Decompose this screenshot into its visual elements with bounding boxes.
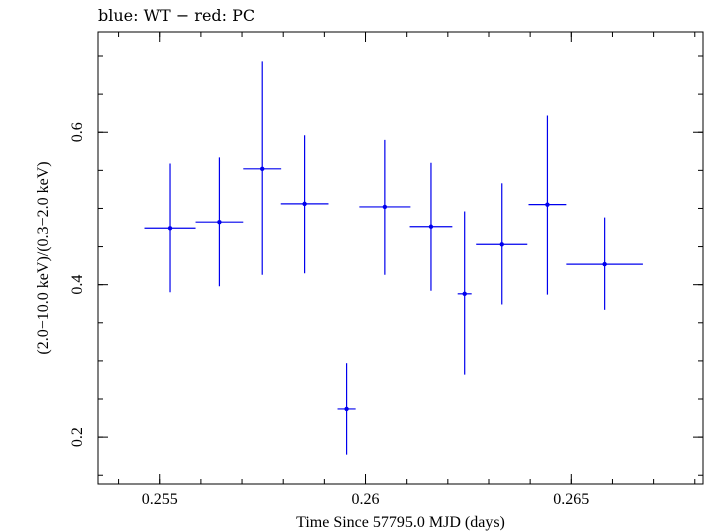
x-axis-label: Time Since 57795.0 MJD (days): [296, 514, 505, 531]
chart-title: blue: WT − red: PC: [98, 6, 256, 25]
data-point: [476, 183, 528, 305]
y-axis-label: (2.0−10.0 keV)/(0.3−2.0 keV): [35, 161, 52, 354]
plot-frame: [97, 31, 704, 485]
data-marker: [428, 224, 434, 229]
axis-ticks: [98, 32, 703, 484]
y-tick-label: 0.2: [69, 427, 86, 447]
y-tick-label: 0.6: [69, 122, 86, 142]
data-point: [280, 135, 329, 274]
data-point: [144, 163, 196, 293]
data-point: [566, 217, 643, 310]
data-marker: [382, 204, 388, 210]
data-marker: [167, 226, 173, 231]
data-marker: [499, 242, 504, 247]
axis-tick-labels: 0.255 0.26 0.265 0.2 0.4 0.6: [69, 122, 589, 508]
x-tick-label: 0.255: [142, 491, 178, 508]
x-tick-label: 0.265: [553, 491, 589, 508]
data-marker: [602, 261, 607, 267]
data-point: [195, 157, 244, 287]
data-marker: [260, 166, 265, 172]
x-tick-label: 0.26: [352, 491, 380, 508]
data-marker: [545, 202, 550, 207]
data-marker: [462, 291, 467, 297]
data-point: [359, 139, 411, 275]
y-tick-label: 0.4: [69, 275, 86, 295]
data-point: [528, 115, 567, 295]
data-marker: [217, 219, 222, 225]
data-point: [243, 61, 282, 275]
data-point: [409, 162, 453, 291]
data-marker: [302, 201, 307, 207]
data-point: [457, 211, 472, 375]
data-marker: [344, 406, 349, 412]
data-point: [337, 363, 356, 455]
data-series: [144, 61, 643, 455]
